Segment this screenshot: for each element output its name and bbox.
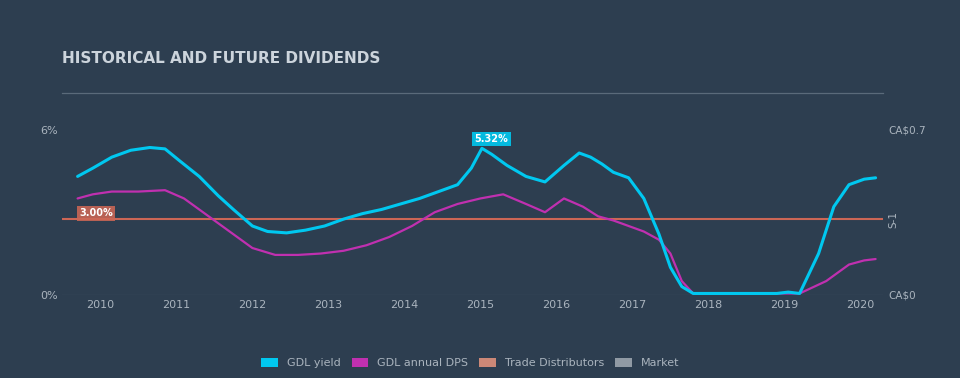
Text: 5.32%: 5.32% [474,134,508,144]
Text: HISTORICAL AND FUTURE DIVIDENDS: HISTORICAL AND FUTURE DIVIDENDS [62,51,381,66]
Text: 3.00%: 3.00% [79,208,113,218]
Legend: GDL yield, GDL annual DPS, Trade Distributors, Market: GDL yield, GDL annual DPS, Trade Distrib… [257,353,684,372]
